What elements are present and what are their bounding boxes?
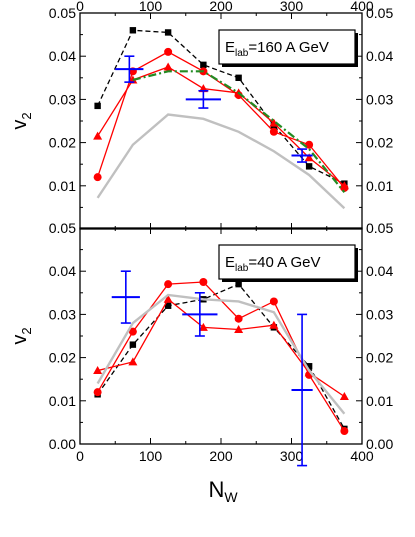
data-point-circle — [269, 127, 278, 136]
y-tick-label-right: 0.00 — [366, 436, 393, 452]
series-red-line-triangles — [93, 294, 349, 400]
y-tick-label-right: 0.05 — [366, 5, 393, 21]
series-line — [97, 29, 345, 185]
x-tick-label: 400 — [350, 0, 374, 14]
series-line — [96, 293, 346, 415]
y-tick-label: 0.05 — [49, 5, 76, 21]
x-tick-label: 0 — [76, 448, 84, 464]
data-point-triangle — [163, 294, 173, 303]
series-line — [132, 70, 346, 193]
y-tick-label-right: 0.02 — [366, 135, 393, 151]
data-point-triangle — [93, 366, 103, 375]
series-black-dashed-squares — [94, 280, 348, 433]
data-point-triangle — [269, 320, 279, 329]
data-point-triangle — [198, 322, 208, 331]
x-axis-title: NW — [208, 477, 238, 505]
data-point-circle — [269, 297, 278, 306]
x-tick-label: 100 — [139, 448, 163, 464]
data-point-square — [94, 102, 101, 110]
series-green-dash-dot — [132, 70, 346, 193]
y-axis-title: v2 — [9, 327, 34, 344]
x-tick-label: 400 — [350, 448, 374, 464]
y-tick-label: 0.03 — [49, 91, 76, 107]
x-tick-label: 0 — [76, 0, 84, 14]
y-axis-title: v2 — [9, 112, 34, 129]
y-tick-label: 0.05 — [49, 220, 76, 236]
data-point-circle — [128, 327, 137, 336]
data-point-square — [235, 280, 242, 288]
data-point-circle — [234, 314, 243, 323]
series-gray-line — [96, 113, 346, 210]
data-point-circle — [340, 427, 349, 436]
label-box — [218, 244, 356, 280]
x-tick-label: 200 — [209, 448, 233, 464]
series-line — [97, 281, 345, 432]
y-tick-label-right: 0.03 — [366, 306, 393, 322]
x-tick-label: 300 — [280, 448, 304, 464]
series-gray-line — [96, 293, 346, 415]
panel-top: 0.01 0.01 0.02 0.02 0.03 0.03 0.04 0.04 0.05 0.05… — [9, 0, 393, 230]
data-point-triangle — [269, 118, 279, 127]
series-line — [97, 283, 345, 430]
y-tick-label: 0.01 — [49, 178, 76, 194]
series-line — [97, 298, 345, 398]
data-point-square — [129, 27, 137, 34]
data-point-triangle — [339, 391, 349, 400]
data-point-square — [200, 61, 207, 69]
data-point-square — [235, 74, 242, 81]
data-point-circle — [305, 140, 314, 149]
x-tick-label: 100 — [139, 0, 163, 14]
y-tick-label: 0.04 — [49, 48, 76, 64]
y-tick-label-right: 0.01 — [366, 178, 393, 194]
energy-label: Elab=160 A GeV — [225, 39, 329, 59]
y-tick-label-right: 0.01 — [366, 393, 393, 409]
data-point-square — [305, 163, 313, 170]
y-tick-label: 0.02 — [49, 135, 76, 151]
y-tick-label: 0.02 — [49, 350, 76, 366]
series-line — [96, 113, 346, 210]
data-point-square — [164, 29, 172, 36]
series-blue-errorbars — [111, 270, 313, 467]
data-point-circle — [164, 280, 173, 289]
data-point-triangle — [93, 131, 103, 140]
data-point-triangle — [304, 153, 314, 162]
data-point-circle — [93, 388, 102, 397]
data-point-triangle — [339, 181, 349, 190]
data-point-circle — [164, 47, 173, 56]
y-tick-label-right: 0.04 — [366, 263, 393, 279]
data-point-square — [164, 302, 172, 309]
data-point-square — [305, 363, 313, 370]
y-tick-label-right: 0.02 — [366, 350, 393, 366]
data-point-circle — [199, 278, 208, 286]
x-tick-label: 300 — [280, 0, 304, 14]
y-tick-label: 0.03 — [49, 306, 76, 322]
data-point-triangle — [234, 325, 244, 334]
energy-label: Elab=40 A GeV — [225, 254, 321, 274]
x-tick-label: 200 — [209, 0, 233, 14]
y-tick-label-right: 0.03 — [366, 91, 393, 107]
data-point-square — [129, 341, 137, 348]
data-point-circle — [93, 173, 102, 182]
y-tick-label-right: 0.05 — [366, 220, 393, 236]
series-blue-errorbars — [115, 55, 313, 163]
data-point-triangle — [163, 62, 173, 71]
y-tick-label: 0.04 — [49, 263, 76, 279]
data-point-triangle — [128, 357, 138, 366]
y-tick-label-right: 0.04 — [366, 48, 393, 64]
y-tick-label: 0.01 — [49, 393, 76, 409]
panel-bottom: 0.00 0.00 0.01 0.01 0.02 0.02 0.03 0.03 0.04 0.04… — [9, 220, 393, 467]
label-box — [218, 29, 356, 65]
y-tick-label: 0.00 — [49, 436, 76, 452]
